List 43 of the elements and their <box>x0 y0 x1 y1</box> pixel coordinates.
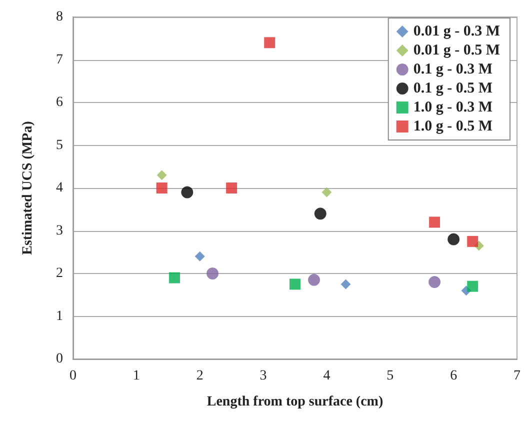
point <box>168 272 180 284</box>
legend-label: 1.0 g - 0.5 M <box>413 118 493 134</box>
legend-label: 0.01 g - 0.3 M <box>413 24 500 40</box>
legend-label: 1.0 g - 0.3 M <box>413 100 493 116</box>
point <box>156 170 167 180</box>
x-tick-label: 7 <box>514 368 520 384</box>
point <box>194 251 205 262</box>
y-tick-label: 1 <box>56 308 63 324</box>
point <box>428 276 441 288</box>
legend-label: 0.1 g - 0.5 M <box>413 80 493 96</box>
y-tick-label: 6 <box>56 95 63 110</box>
y-tick-label: 2 <box>56 266 63 281</box>
x-tick-label: 3 <box>260 368 267 384</box>
point <box>308 274 320 286</box>
y-tick-label: 0 <box>56 352 63 366</box>
y-tick-label: 4 <box>56 180 63 196</box>
y-axis-title: Estimated UCS (MPa) <box>20 120 36 255</box>
x-tick-label: 0 <box>70 368 76 384</box>
x-tick-label: 1 <box>132 368 140 384</box>
legend-label: 0.1 g - 0.3 M <box>413 62 493 78</box>
point <box>448 233 460 246</box>
legend-label: 0.01 g - 0.5 M <box>413 42 500 58</box>
point <box>467 280 478 292</box>
x-tick-label: 6 <box>450 368 458 384</box>
x-tick-label: 5 <box>386 368 394 384</box>
point <box>322 187 332 198</box>
point <box>264 37 276 48</box>
x-tick-label: 4 <box>323 368 330 384</box>
point <box>340 279 351 290</box>
point <box>290 278 300 290</box>
point <box>156 182 168 194</box>
point <box>181 186 194 198</box>
y-tick-label: 3 <box>56 223 63 238</box>
point <box>467 236 478 247</box>
point <box>206 268 219 280</box>
y-tick-label: 7 <box>56 52 63 68</box>
point <box>429 216 440 228</box>
point <box>226 182 238 194</box>
point <box>314 208 326 220</box>
x-axis-title: Length from top surface (cm) <box>206 394 384 410</box>
x-tick-label: 2 <box>196 368 204 384</box>
y-tick-label: 5 <box>56 138 63 153</box>
y-tick-label: 8 <box>56 10 63 24</box>
